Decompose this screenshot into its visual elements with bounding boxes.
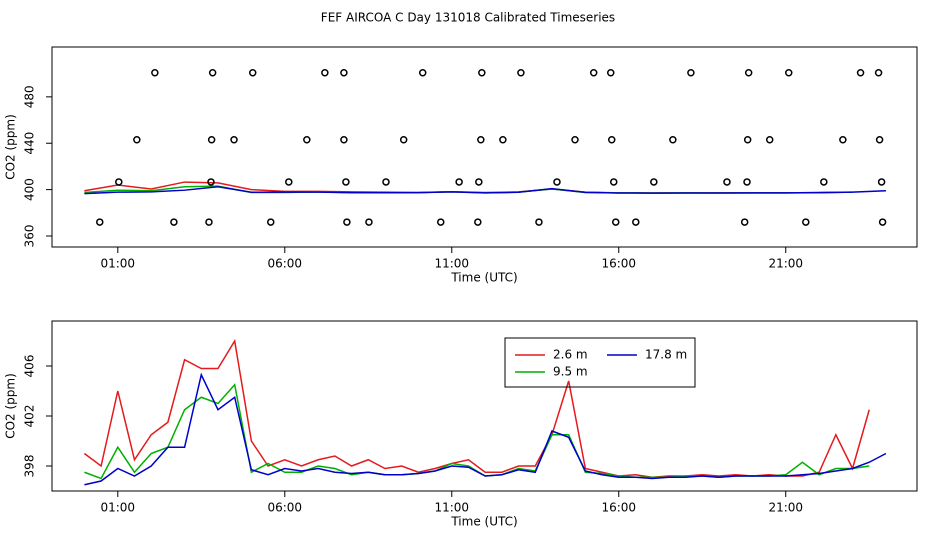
x-tick-label: 01:00 (100, 257, 135, 271)
x-tick-label: 11:00 (434, 501, 469, 515)
point (499, 136, 507, 144)
x-tick-label: 01:00 (100, 501, 135, 515)
point (96, 218, 104, 226)
point (839, 136, 847, 144)
legend-label: 2.6 m (553, 348, 588, 362)
point (740, 218, 749, 226)
y-tick-label: 402 (23, 405, 37, 428)
legend-label: 9.5 m (553, 365, 588, 379)
point (609, 178, 618, 186)
x-tick-label: 16:00 (601, 501, 636, 515)
legend-frame (504, 337, 696, 388)
point (418, 68, 427, 77)
x-tick-label: 11:00 (434, 257, 469, 271)
point (208, 68, 217, 77)
legend-label: 17.8 m (645, 348, 687, 362)
point (475, 178, 483, 186)
series-line (83, 338, 870, 479)
point (589, 68, 598, 77)
point (669, 136, 677, 144)
point (474, 218, 482, 226)
point (802, 218, 810, 226)
x-tick-label: 21:00 (768, 501, 803, 515)
series-line (84, 181, 853, 194)
point (321, 68, 329, 77)
point (151, 68, 159, 77)
y-axis-label: CO2 (ppm) (4, 373, 18, 439)
point (303, 136, 311, 144)
point (382, 178, 390, 186)
plot-frame (51, 46, 918, 248)
point (207, 136, 216, 144)
point (535, 218, 543, 226)
figure-title: FEF AIRCOA C Day 131018 Calibrated Times… (321, 11, 615, 25)
y-axis-label: CO2 (ppm) (4, 114, 18, 180)
y-tick-label: 406 (23, 355, 37, 378)
y-tick-label: 398 (23, 455, 37, 478)
x-axis-label: Time (UTC) (450, 515, 517, 529)
plot-frame (51, 320, 918, 492)
point (553, 178, 561, 186)
point (133, 136, 141, 144)
point (340, 68, 348, 77)
point (248, 68, 257, 77)
point (744, 68, 753, 77)
point (820, 178, 828, 186)
point (632, 218, 640, 226)
point (743, 136, 752, 144)
point (455, 178, 463, 186)
point (875, 136, 884, 144)
point (743, 178, 751, 186)
series-line (84, 372, 887, 486)
point (687, 68, 695, 77)
point (612, 218, 620, 226)
point (342, 178, 350, 186)
point (856, 68, 865, 77)
point (606, 68, 615, 77)
point (340, 136, 348, 144)
x-tick-label: 06:00 (267, 501, 302, 515)
point (205, 218, 213, 226)
point (571, 136, 579, 144)
point (517, 68, 525, 77)
point (650, 178, 658, 186)
point (343, 218, 351, 226)
y-tick-label: 440 (23, 132, 37, 155)
point (877, 178, 886, 186)
series-line (84, 185, 886, 195)
point (878, 218, 887, 226)
series-line (84, 383, 870, 480)
point (874, 68, 883, 77)
point (785, 68, 793, 77)
point (478, 68, 486, 77)
y-tick-label: 480 (23, 85, 37, 108)
point (765, 136, 774, 144)
point (115, 178, 123, 186)
point (477, 136, 485, 144)
point (607, 136, 616, 144)
x-tick-label: 06:00 (267, 257, 302, 271)
x-tick-label: 16:00 (601, 257, 636, 271)
point (723, 178, 731, 186)
point (170, 218, 178, 226)
point (285, 178, 293, 186)
y-tick-label: 360 (23, 225, 37, 248)
point (230, 136, 238, 144)
point (207, 178, 215, 186)
x-tick-label: 21:00 (768, 257, 803, 271)
point (436, 218, 445, 226)
y-tick-label: 400 (23, 178, 37, 201)
point (267, 218, 275, 226)
x-axis-label: Time (UTC) (450, 271, 517, 285)
point (365, 218, 373, 226)
point (399, 136, 408, 144)
